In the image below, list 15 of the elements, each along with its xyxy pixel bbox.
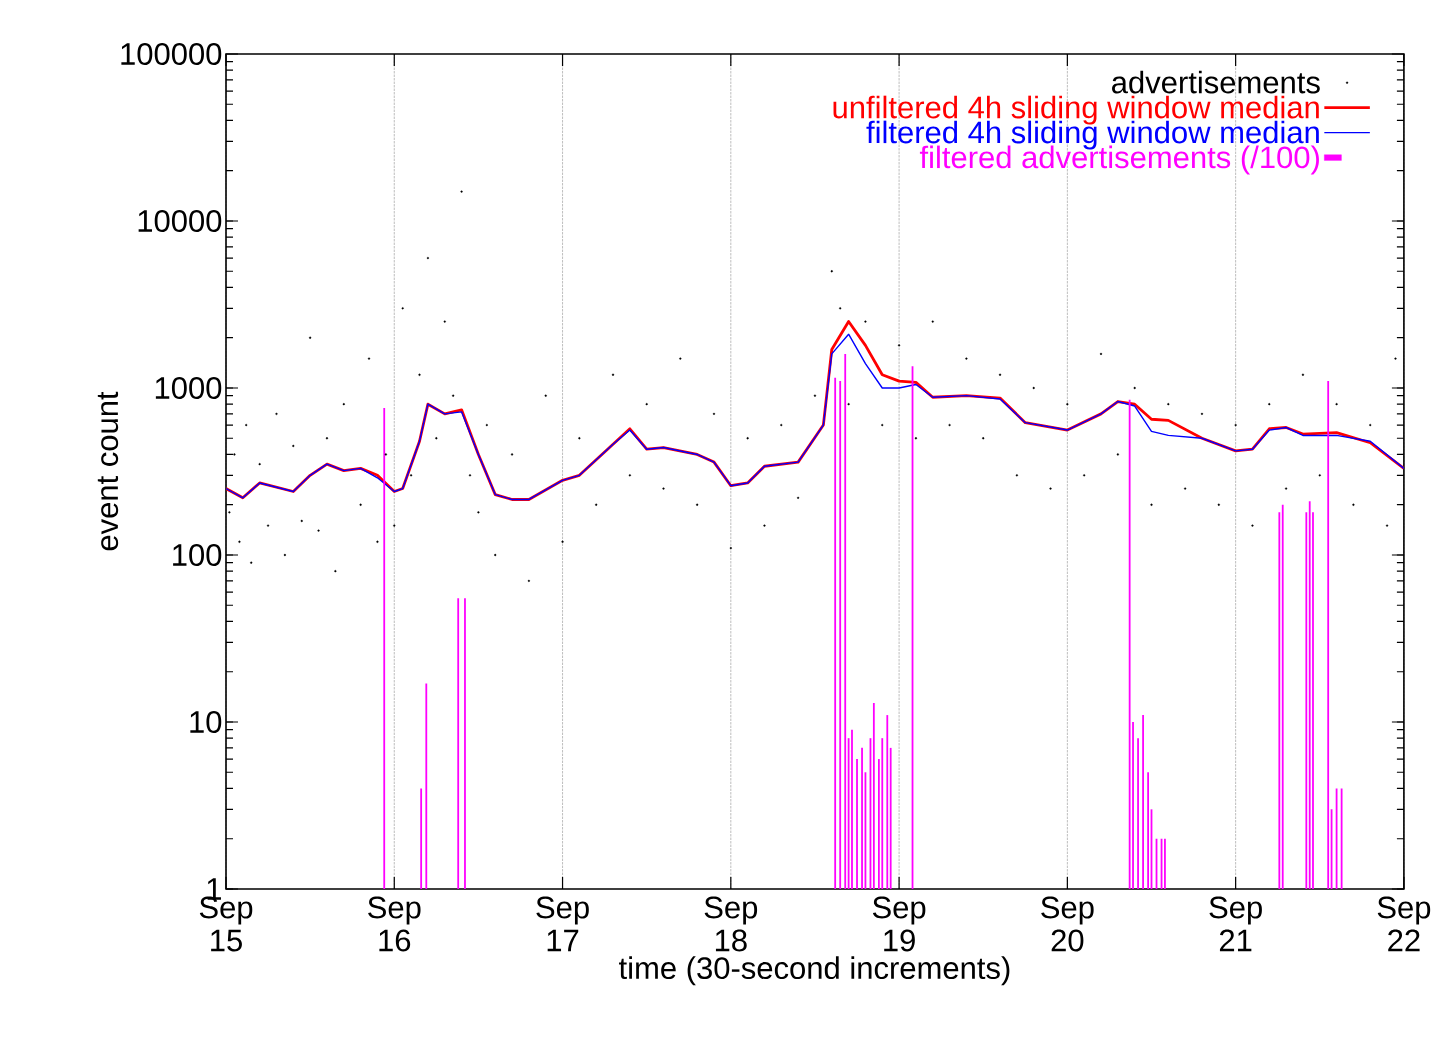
- legend-label: advertisements: [1112, 70, 1320, 94]
- y-axis-title: event count: [97, 391, 119, 551]
- y-tick-label: 10: [190, 711, 222, 733]
- x-tick-label: Sep 17: [536, 896, 589, 952]
- x-tick-label: Sep 22: [1377, 896, 1431, 952]
- y-tick-label: 1000: [155, 377, 222, 399]
- x-tick-label: Sep 18: [704, 896, 758, 952]
- x-tick-label: Sep 20: [1041, 896, 1094, 952]
- x-tick-label: Sep 19: [872, 896, 926, 952]
- x-axis-title: time (30-second increments): [619, 956, 1010, 986]
- x-tick-label: Sep 21: [1209, 896, 1262, 952]
- x-tick-label: Sep 16: [368, 896, 421, 952]
- y-tick-label: 100: [173, 544, 222, 566]
- y-tick-label: 100000: [121, 43, 222, 65]
- y-tick-label: 10000: [138, 210, 222, 232]
